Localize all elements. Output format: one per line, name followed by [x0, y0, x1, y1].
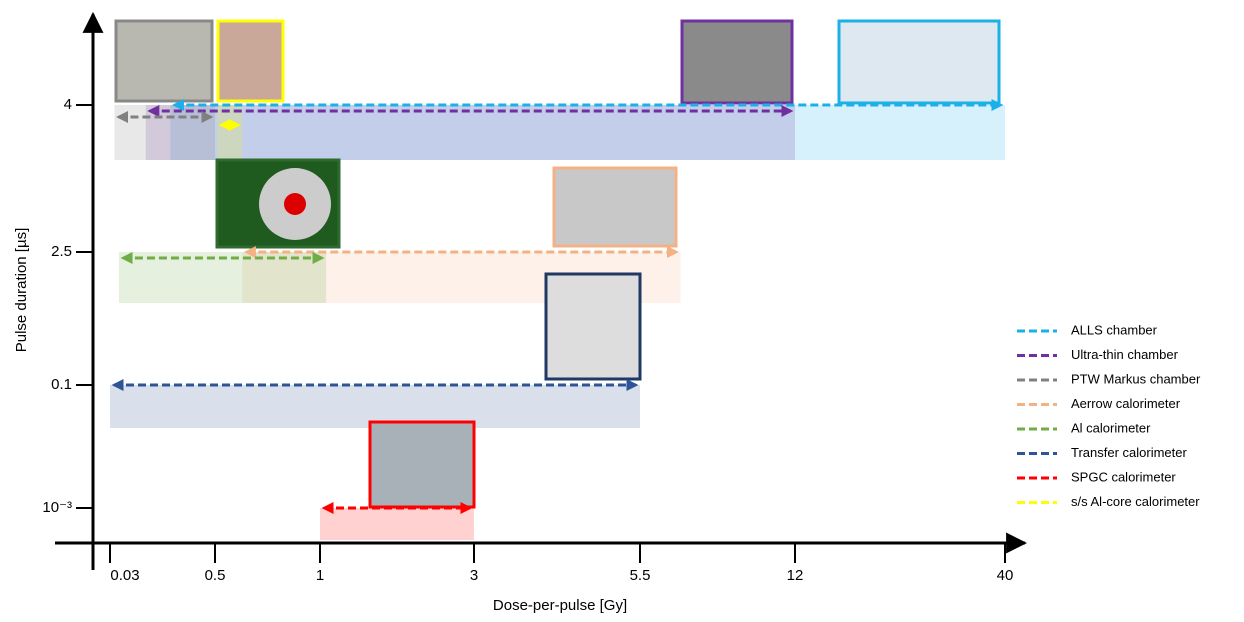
- range-band: [146, 105, 795, 160]
- x-tick-label: 40: [997, 567, 1014, 584]
- range-band: [320, 508, 474, 540]
- legend-label: Transfer calorimeter: [1071, 445, 1187, 460]
- y-tick-label: 2.5: [51, 243, 72, 260]
- y-tick-label: 0.1: [51, 376, 72, 393]
- legend-label: s/s Al-core calorimeter: [1071, 494, 1200, 509]
- legend-label: SPGC calorimeter: [1071, 469, 1176, 484]
- x-tick-label: 1: [316, 567, 324, 584]
- legend-label: ALLS chamber: [1071, 322, 1158, 337]
- legend-label: Aerrow calorimeter: [1071, 396, 1181, 411]
- x-tick-label: 12: [787, 567, 804, 584]
- x-tick-label: 0.5: [205, 567, 226, 584]
- legend-label: Ultra-thin chamber: [1071, 347, 1179, 362]
- range-band: [217, 105, 242, 160]
- y-tick-label: 10⁻³: [42, 499, 72, 516]
- y-axis-label: Pulse duration [µs]: [13, 228, 30, 353]
- chart: Dose-per-pulse [Gy] Pulse duration [µs] …: [0, 0, 1244, 617]
- x-tick-label: 5.5: [630, 567, 651, 584]
- range-band: [114, 105, 215, 160]
- range-band: [119, 252, 326, 303]
- x-tick-label: 3: [470, 567, 478, 584]
- legend-label: Al calorimeter: [1071, 420, 1151, 435]
- x-tick-label: 0.03: [110, 567, 139, 584]
- y-tick-label: 4: [64, 96, 72, 113]
- legend-label: PTW Markus chamber: [1071, 371, 1201, 386]
- x-axis-label: Dose-per-pulse [Gy]: [493, 597, 627, 614]
